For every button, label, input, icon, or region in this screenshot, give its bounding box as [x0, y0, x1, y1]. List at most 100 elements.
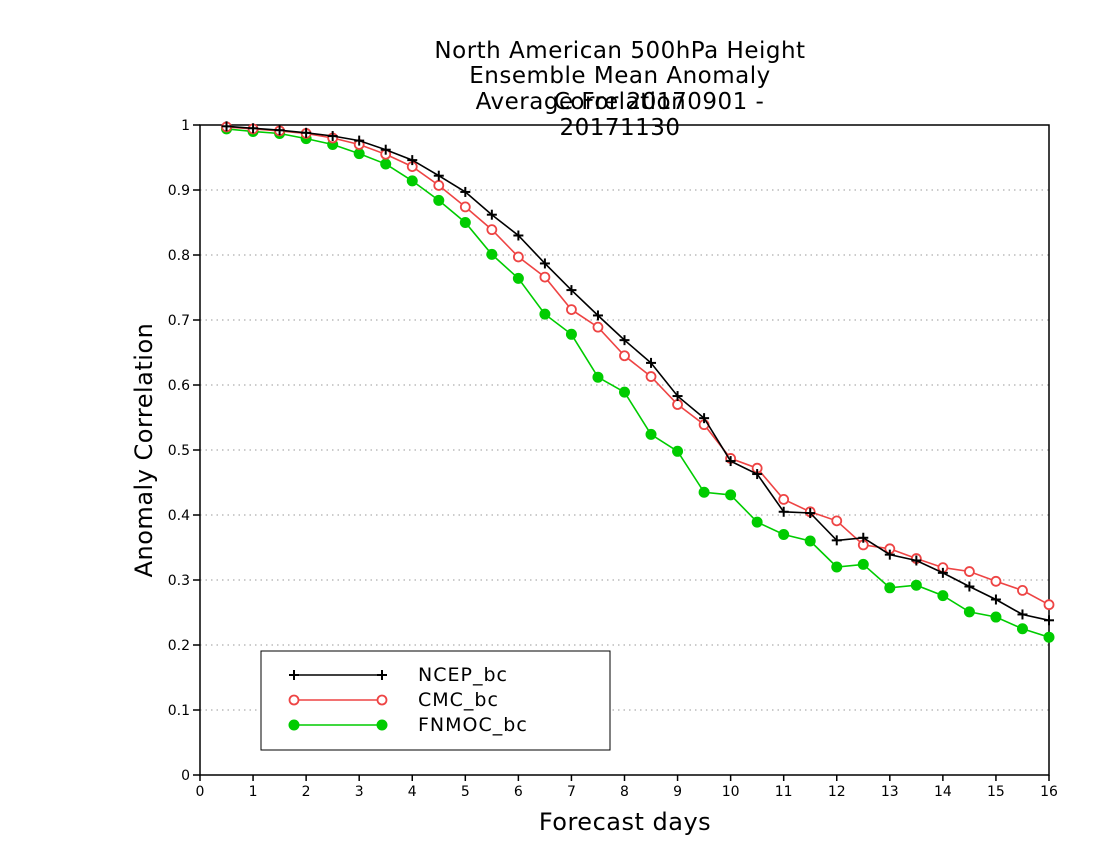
x-tick-label-15: 15	[987, 784, 1005, 800]
series-line-cmc-bc	[226, 126, 1050, 606]
point-ncep-bc-9	[460, 186, 471, 197]
x-tick-label-9: 9	[673, 784, 682, 800]
point-cmc-bc-9	[459, 201, 471, 213]
point-ncep-bc-0	[221, 121, 232, 132]
point-fnmoc-bc-12	[539, 308, 551, 320]
point-ncep-bc-26	[911, 555, 922, 566]
point-fnmoc-bc-8	[433, 194, 445, 206]
point-ncep-bc-17	[672, 391, 683, 402]
point-cmc-bc-29	[990, 575, 1002, 587]
y-tick-label-1: 0.1	[168, 703, 190, 719]
x-tick-label-16: 16	[1040, 784, 1058, 800]
x-tick-label-13: 13	[881, 784, 899, 800]
point-fnmoc-bc-26	[910, 579, 922, 591]
point-ncep-bc-29	[990, 594, 1001, 605]
point-ncep-bc-18	[699, 413, 710, 424]
point-ncep-bc-5	[354, 135, 365, 146]
point-cmc-bc-15	[619, 350, 630, 362]
point-cmc-bc-10	[486, 224, 498, 236]
series-cmc-bc	[221, 121, 1055, 611]
series-lines	[221, 121, 1055, 643]
point-ncep-bc-19	[725, 456, 736, 467]
point-fnmoc-bc-16	[645, 428, 657, 440]
legend-marker-right-fnmoc-bc	[376, 719, 388, 731]
y-tick-label-10: 1	[181, 118, 190, 134]
point-cmc-bc-8	[433, 180, 445, 191]
point-fnmoc-bc-24	[857, 558, 869, 570]
point-ncep-bc-12	[539, 258, 550, 269]
point-ncep-bc-3	[301, 127, 312, 138]
point-fnmoc-bc-31	[1043, 631, 1055, 643]
x-tick-label-10: 10	[722, 784, 740, 800]
legend-label-fnmoc: FNMOC_bc	[418, 714, 528, 736]
point-cmc-bc-16	[645, 371, 657, 382]
point-ncep-bc-23	[831, 535, 842, 546]
point-fnmoc-bc-6	[380, 158, 392, 170]
series-ncep-bc	[221, 121, 1054, 626]
point-ncep-bc-2	[274, 125, 285, 136]
point-ncep-bc-11	[513, 230, 524, 241]
legend-label-cmc: CMC_bc	[418, 689, 499, 711]
point-ncep-bc-20	[752, 469, 763, 480]
point-ncep-bc-22	[805, 508, 816, 519]
point-ncep-bc-25	[884, 549, 895, 560]
y-tick-label-7: 0.7	[168, 313, 190, 329]
point-fnmoc-bc-29	[990, 611, 1002, 623]
point-ncep-bc-21	[778, 506, 789, 517]
x-tick-label-14: 14	[934, 784, 952, 800]
point-fnmoc-bc-21	[778, 529, 790, 540]
point-ncep-bc-16	[646, 357, 657, 368]
point-ncep-bc-4	[327, 131, 338, 142]
point-fnmoc-bc-27	[937, 590, 949, 602]
x-axis-label: Forecast days	[538, 808, 712, 836]
point-fnmoc-bc-19	[725, 489, 737, 501]
point-cmc-bc-28	[964, 566, 975, 577]
x-tick-label-0: 0	[196, 784, 205, 800]
legend-label-ncep: NCEP_bc	[418, 664, 508, 686]
y-tick-label-3: 0.3	[168, 573, 190, 589]
point-fnmoc-bc-9	[459, 217, 471, 228]
x-tick-label-6: 6	[514, 784, 523, 800]
y-tick-label-9: 0.9	[168, 183, 190, 199]
x-tick-label-5: 5	[461, 784, 470, 800]
x-tick-label-3: 3	[355, 784, 364, 800]
point-fnmoc-bc-7	[406, 175, 418, 187]
point-ncep-bc-24	[858, 532, 869, 543]
point-fnmoc-bc-14	[592, 371, 604, 383]
legend-marker-right-ncep-bc	[377, 670, 387, 680]
y-tick-label-6: 0.6	[168, 378, 190, 394]
point-cmc-bc-31	[1043, 599, 1055, 611]
chart-title-line-1: North American 500hPa Height	[434, 38, 806, 64]
y-tick-label-8: 0.8	[168, 248, 190, 264]
gridlines	[200, 189, 1049, 711]
x-tick-label-4: 4	[408, 784, 417, 800]
y-tick-label-4: 0.4	[168, 508, 190, 524]
point-ncep-bc-14	[592, 310, 603, 321]
point-fnmoc-bc-28	[963, 606, 975, 618]
point-fnmoc-bc-20	[751, 516, 763, 528]
series-line-ncep-bc	[226, 125, 1050, 622]
legend-marker-left-cmc-bc	[288, 694, 300, 706]
axes: 00.10.20.30.40.50.60.70.80.910 1 2 3 4 5 6 7 8 9 1…	[168, 118, 1058, 800]
point-ncep-bc-31	[1044, 615, 1054, 626]
chart-title-line-3: Average For 20170901 - 20171130	[475, 89, 765, 141]
series-fnmoc-bc	[221, 123, 1055, 643]
chart-title-line-2: Ensemble Mean Anomaly Correlation	[469, 63, 771, 115]
point-fnmoc-bc-25	[884, 582, 896, 594]
point-cmc-bc-17	[672, 399, 683, 410]
point-cmc-bc-14	[592, 321, 604, 333]
point-fnmoc-bc-30	[1016, 623, 1028, 635]
point-fnmoc-bc-23	[831, 561, 843, 573]
y-axis-label: Anomaly Correlation	[130, 322, 158, 578]
point-fnmoc-bc-11	[512, 272, 524, 284]
y-tick-label-2: 0.2	[168, 638, 190, 654]
point-fnmoc-bc-18	[698, 486, 710, 498]
point-cmc-bc-21	[778, 493, 790, 505]
legend-marker-left-fnmoc-bc	[288, 719, 300, 731]
point-cmc-bc-30	[1017, 585, 1028, 596]
legend	[260, 650, 611, 751]
point-ncep-bc-13	[566, 285, 577, 296]
y-tick-label-0: 0	[181, 768, 190, 784]
legend-marker-left-ncep-bc	[289, 670, 299, 680]
